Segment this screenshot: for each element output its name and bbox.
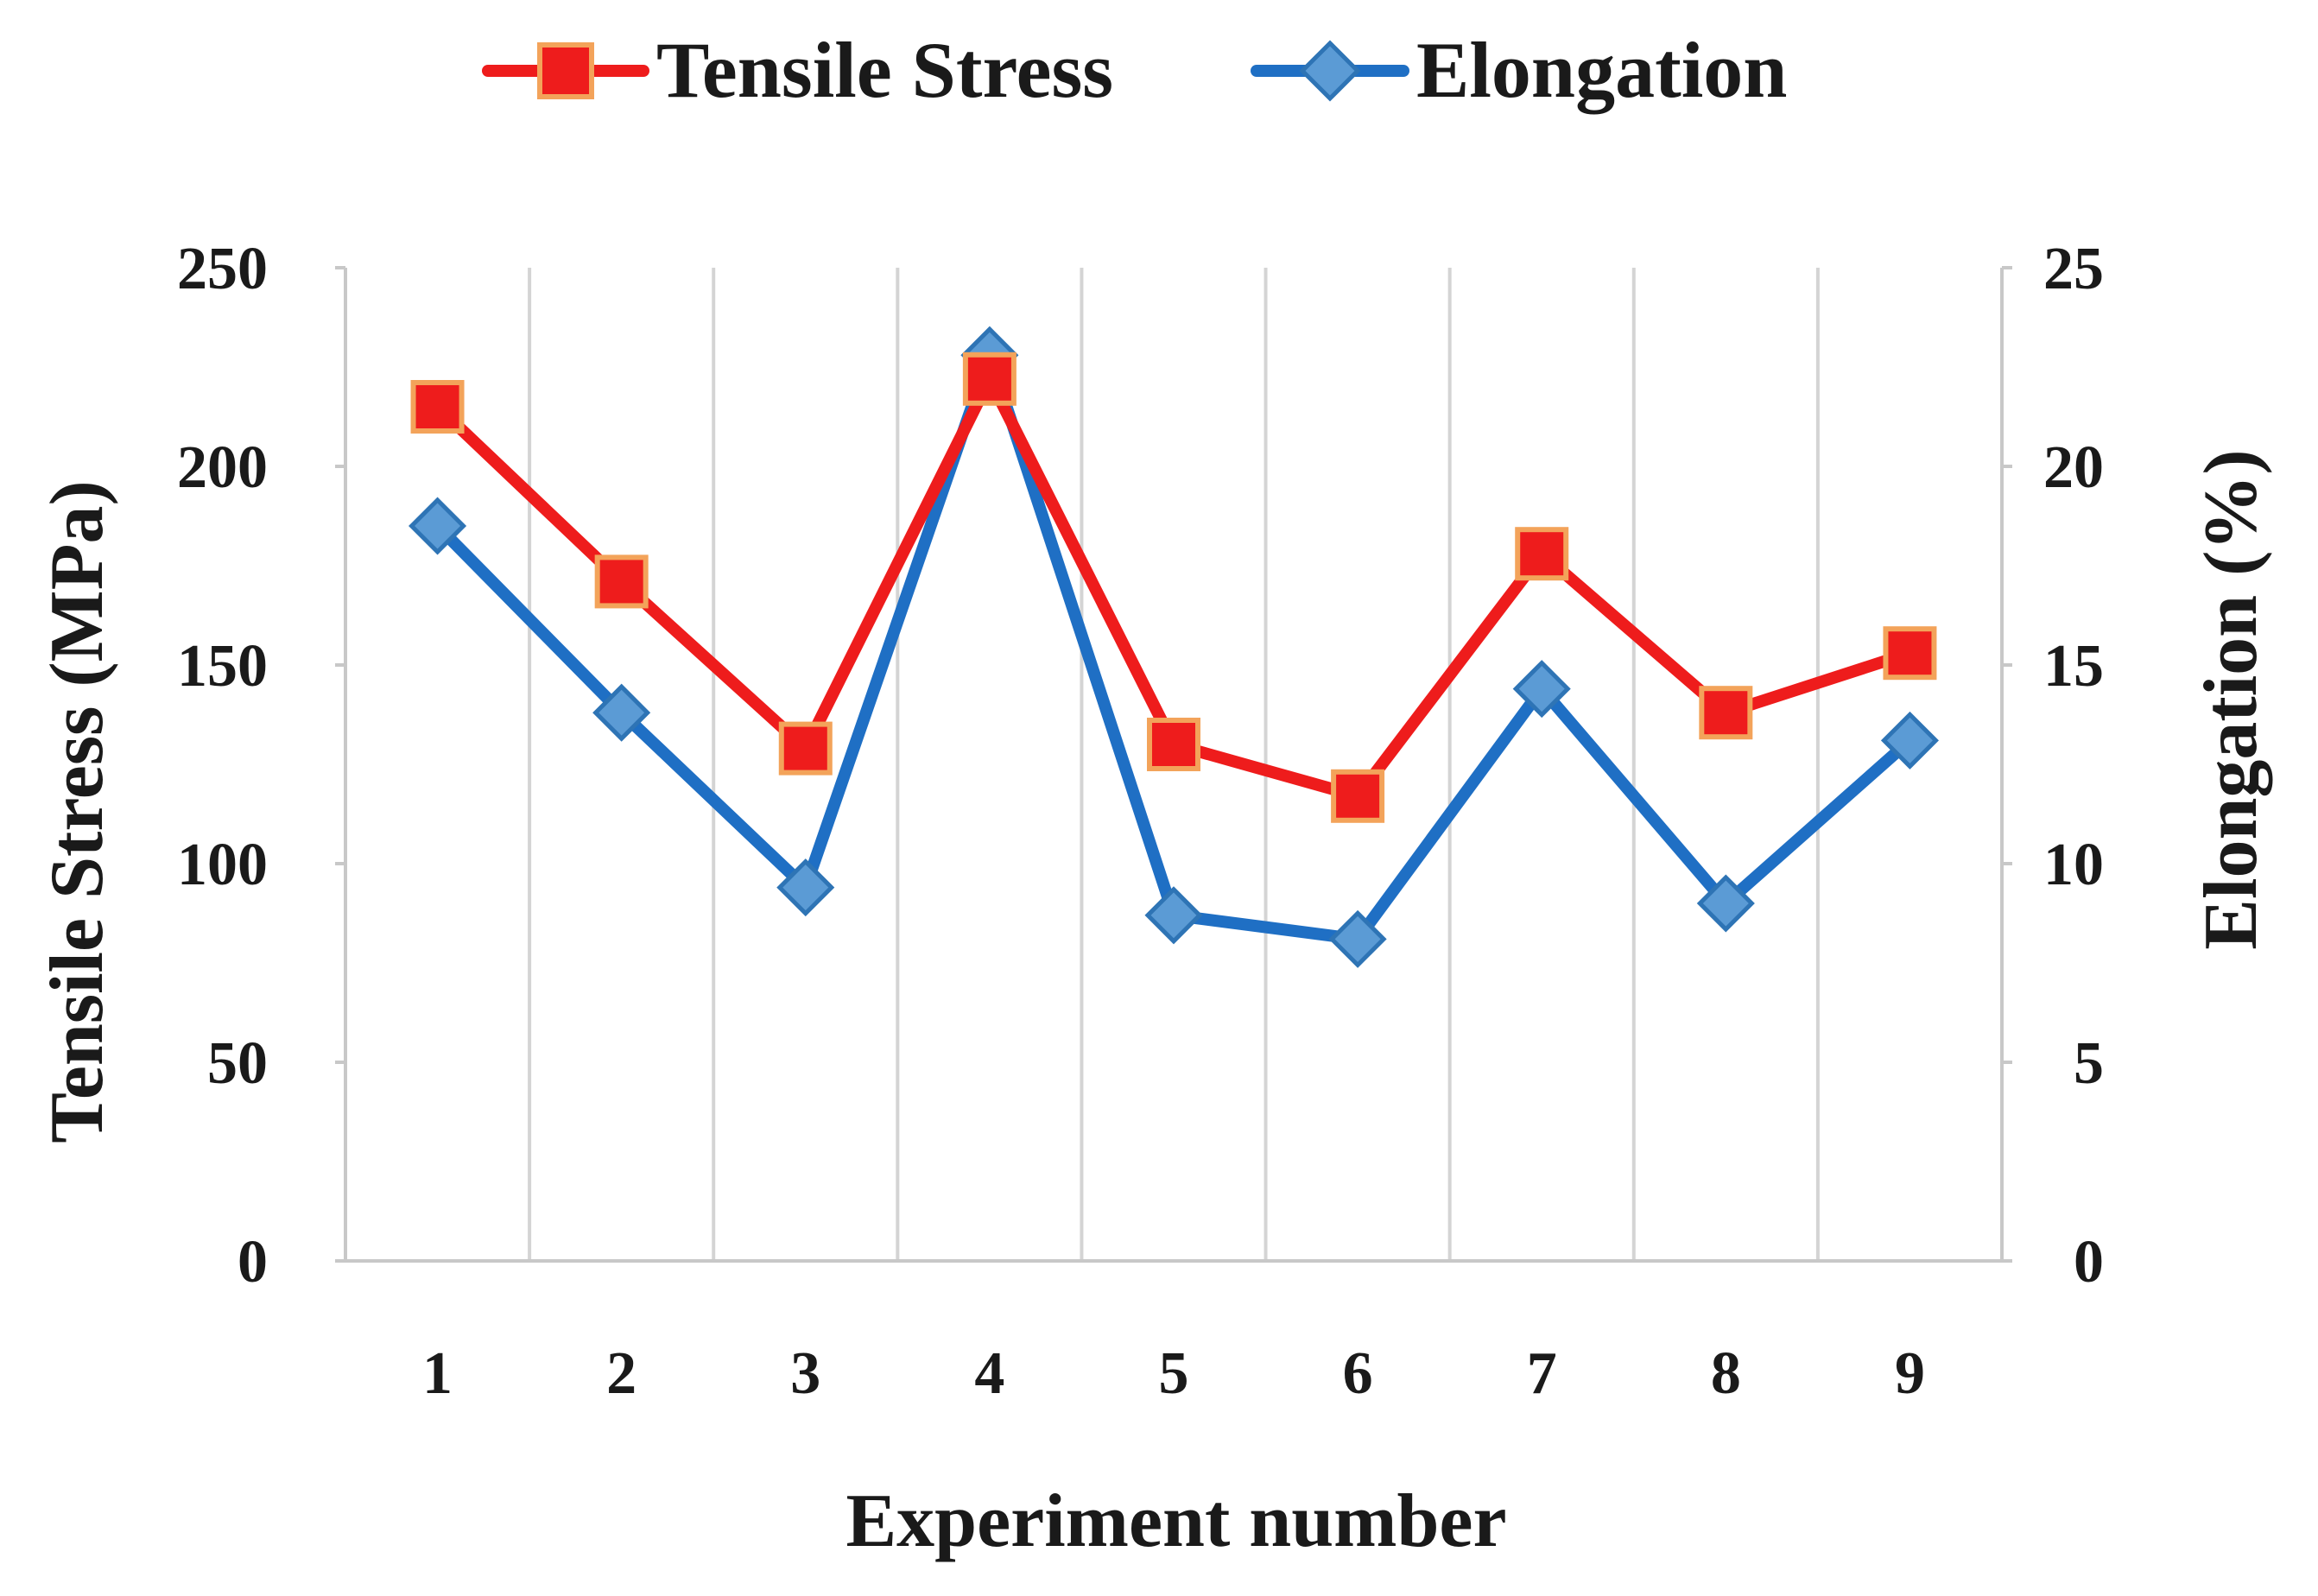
y-tick-label-left: 100	[177, 832, 268, 898]
data-point-tensile-stress	[594, 554, 649, 609]
axes	[335, 266, 2012, 1263]
x-tick-label: 8	[1711, 1340, 1741, 1407]
legend-item-tensile-stress: Tensile Stress	[482, 26, 1113, 114]
y-tick-label-right: 25	[2043, 236, 2104, 302]
data-point-tensile-stress	[1147, 718, 1200, 771]
data-point-tensile-stress	[778, 721, 833, 776]
data-point-tensile-stress	[962, 352, 1016, 406]
y-axis-title-left: Tensile Stress (MPa)	[35, 480, 119, 1143]
data-point-elongation	[1328, 909, 1387, 968]
y-tick-label-left: 200	[177, 434, 268, 501]
legend-marker-diamond	[1299, 40, 1361, 102]
y-tick-label-right: 5	[2074, 1030, 2104, 1097]
x-axis-title: Experiment number	[846, 1479, 1506, 1563]
data-point-elongation	[1144, 886, 1203, 945]
y-tick-label-left: 0	[238, 1229, 268, 1295]
legend-label-tensile-stress: Tensile Stress	[656, 26, 1113, 114]
y-tick-label-right: 15	[2043, 633, 2104, 700]
y-tick-label-left: 250	[177, 236, 268, 302]
legend-label-elongation: Elongation	[1416, 26, 1787, 114]
legend-marker-square	[537, 42, 594, 99]
tick-labels: 0 50 100 150 200 250 0 5 10 15 20 25 1 2 3 4 5 6 7 8 9	[177, 236, 2104, 1407]
x-tick-label: 9	[1895, 1340, 1925, 1407]
y-tick-label-left: 50	[207, 1030, 268, 1097]
y-tick-label-right: 20	[2043, 434, 2104, 501]
data-point-tensile-stress	[410, 380, 465, 434]
x-tick-label: 2	[606, 1340, 636, 1407]
y-tick-label-left: 150	[177, 633, 268, 700]
x-tick-label: 5	[1159, 1340, 1189, 1407]
y-axis-title-right: Elongation (%)	[2189, 449, 2273, 949]
data-point-elongation	[1512, 660, 1571, 719]
data-point-tensile-stress	[1699, 686, 1753, 740]
data-point-elongation	[776, 858, 835, 917]
series	[408, 326, 1939, 968]
y-tick-label-right: 0	[2074, 1229, 2104, 1295]
legend: Tensile Stress Elongation	[482, 26, 1787, 114]
data-point-tensile-stress	[1331, 769, 1385, 823]
data-point-elongation	[592, 683, 651, 742]
data-point-elongation	[1696, 874, 1755, 933]
x-tick-label: 1	[422, 1340, 453, 1407]
x-tick-label: 3	[790, 1340, 820, 1407]
x-tick-label: 6	[1343, 1340, 1373, 1407]
x-tick-label: 4	[974, 1340, 1004, 1407]
data-point-tensile-stress	[1515, 527, 1569, 581]
x-tick-label: 7	[1527, 1340, 1557, 1407]
y-tick-label-right: 10	[2043, 832, 2104, 898]
data-point-elongation	[1880, 711, 1939, 770]
data-point-elongation	[408, 497, 467, 555]
series-line-elongation	[431, 349, 1916, 946]
legend-item-elongation: Elongation	[1251, 26, 1787, 114]
data-point-tensile-stress	[1883, 626, 1937, 681]
